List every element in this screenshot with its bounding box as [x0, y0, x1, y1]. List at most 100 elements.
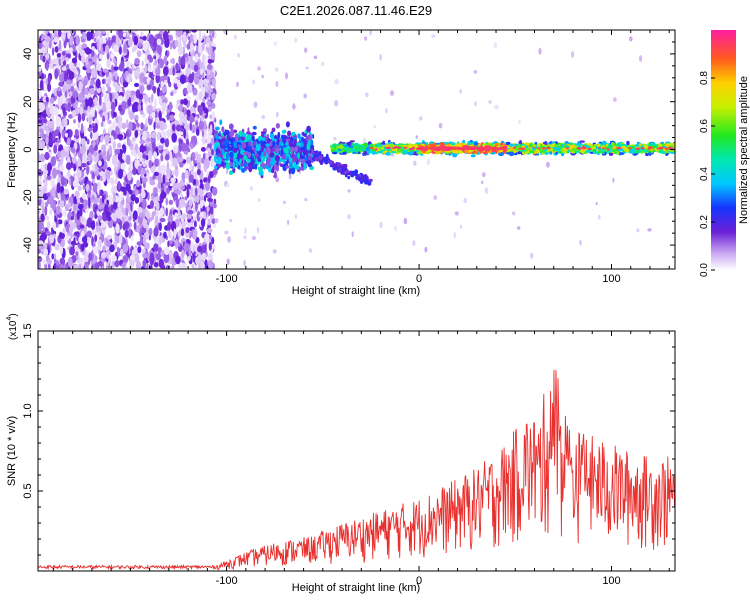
sparse-cell: [243, 259, 246, 267]
noise-cell: [171, 133, 177, 143]
noise-cell: [87, 152, 93, 162]
noise-cell: [85, 263, 89, 269]
noise-cell: [60, 124, 64, 131]
scatter-cell: [251, 131, 257, 136]
noise-cell: [111, 101, 116, 112]
noise-cell: [154, 215, 159, 226]
noise-cell: [75, 107, 80, 114]
noise-cell: [170, 177, 176, 184]
sparse-cell: [304, 47, 308, 53]
noise-cell: [73, 264, 80, 269]
scatter-cell: [285, 121, 290, 128]
noise-cell: [178, 104, 183, 112]
noise-cell: [127, 37, 133, 48]
noise-cell: [114, 72, 118, 81]
noise-cell: [149, 217, 153, 222]
noise-cell: [188, 73, 194, 84]
noise-cell: [44, 216, 50, 221]
noise-cell: [163, 122, 167, 130]
scatter-cell: [308, 150, 312, 154]
noise-cell: [81, 54, 86, 64]
noise-cell: [198, 39, 202, 49]
noise-cell: [206, 43, 210, 48]
noise-cell: [190, 242, 194, 252]
noise-cell: [183, 128, 187, 139]
noise-cell: [61, 51, 66, 56]
noise-cell: [153, 151, 158, 160]
noise-cell: [59, 96, 63, 106]
noise-cell: [55, 205, 61, 215]
noise-cell: [201, 130, 205, 138]
noise-cell: [101, 86, 106, 93]
tail-cell: [331, 163, 336, 167]
sparse-cell: [333, 136, 337, 141]
scatter-cell: [228, 123, 234, 130]
noise-cell: [149, 180, 156, 186]
noise-cell: [157, 145, 164, 150]
noise-cell: [138, 42, 142, 48]
noise-cell: [172, 67, 175, 76]
scatter-cell: [308, 140, 311, 146]
noise-cell: [210, 205, 214, 215]
noise-cell: [95, 78, 101, 89]
noise-cell: [183, 31, 187, 37]
sparse-cell: [379, 54, 382, 61]
scatter-cell: [257, 166, 261, 171]
noise-cell: [118, 95, 123, 101]
noise-cell: [189, 160, 193, 172]
scatter-cell: [248, 141, 252, 147]
noise-cell: [93, 156, 99, 163]
sparse-cell: [484, 187, 489, 194]
noise-cell: [199, 73, 202, 80]
scatter-cell: [285, 165, 290, 169]
scatter-cell: [229, 129, 235, 137]
spectrogram-heatmap: [38, 30, 675, 269]
scatter-cell: [299, 147, 305, 151]
noise-cell: [75, 251, 79, 256]
noise-cell: [100, 252, 107, 258]
noise-cell: [68, 225, 74, 234]
noise-cell: [106, 31, 109, 40]
noise-cell: [169, 42, 173, 50]
noise-cell: [148, 150, 153, 160]
noise-cell: [122, 32, 127, 38]
noise-cell: [98, 53, 104, 60]
noise-cell: [69, 246, 75, 256]
noise-cell: [97, 63, 102, 72]
noise-cell: [102, 30, 106, 35]
noise-cell: [180, 262, 187, 269]
sparse-cell: [249, 186, 253, 191]
sparse-cell: [431, 34, 436, 38]
noise-cell: [142, 198, 147, 210]
noise-cell: [139, 212, 145, 218]
sparse-cell: [261, 74, 264, 79]
noise-cell: [58, 131, 61, 140]
scatter-cell: [295, 165, 300, 170]
noise-cell: [106, 199, 110, 206]
noise-cell: [202, 87, 206, 98]
noise-cell: [122, 152, 126, 162]
noise-cell: [73, 196, 77, 204]
noise-cell: [40, 163, 45, 172]
noise-cell: [105, 211, 111, 218]
tail-cell: [323, 157, 327, 162]
tail-cell: [314, 157, 319, 161]
noise-cell: [161, 102, 167, 112]
noise-cell: [142, 43, 148, 52]
scatter-cell: [254, 153, 259, 158]
noise-cell: [186, 96, 191, 101]
noise-cell: [204, 92, 209, 98]
noise-cell: [102, 150, 107, 157]
noise-cell: [160, 95, 166, 100]
sparse-cell: [647, 228, 652, 232]
noise-cell: [112, 201, 118, 210]
noise-cell: [117, 142, 122, 149]
sparse-cell: [481, 180, 484, 184]
noise-cell: [167, 240, 170, 248]
noise-cell: [126, 94, 130, 100]
noise-cell: [128, 138, 131, 147]
noise-cell: [166, 112, 170, 121]
noise-cell: [121, 122, 127, 130]
noise-cell: [165, 181, 171, 186]
sparse-cell: [251, 235, 256, 241]
